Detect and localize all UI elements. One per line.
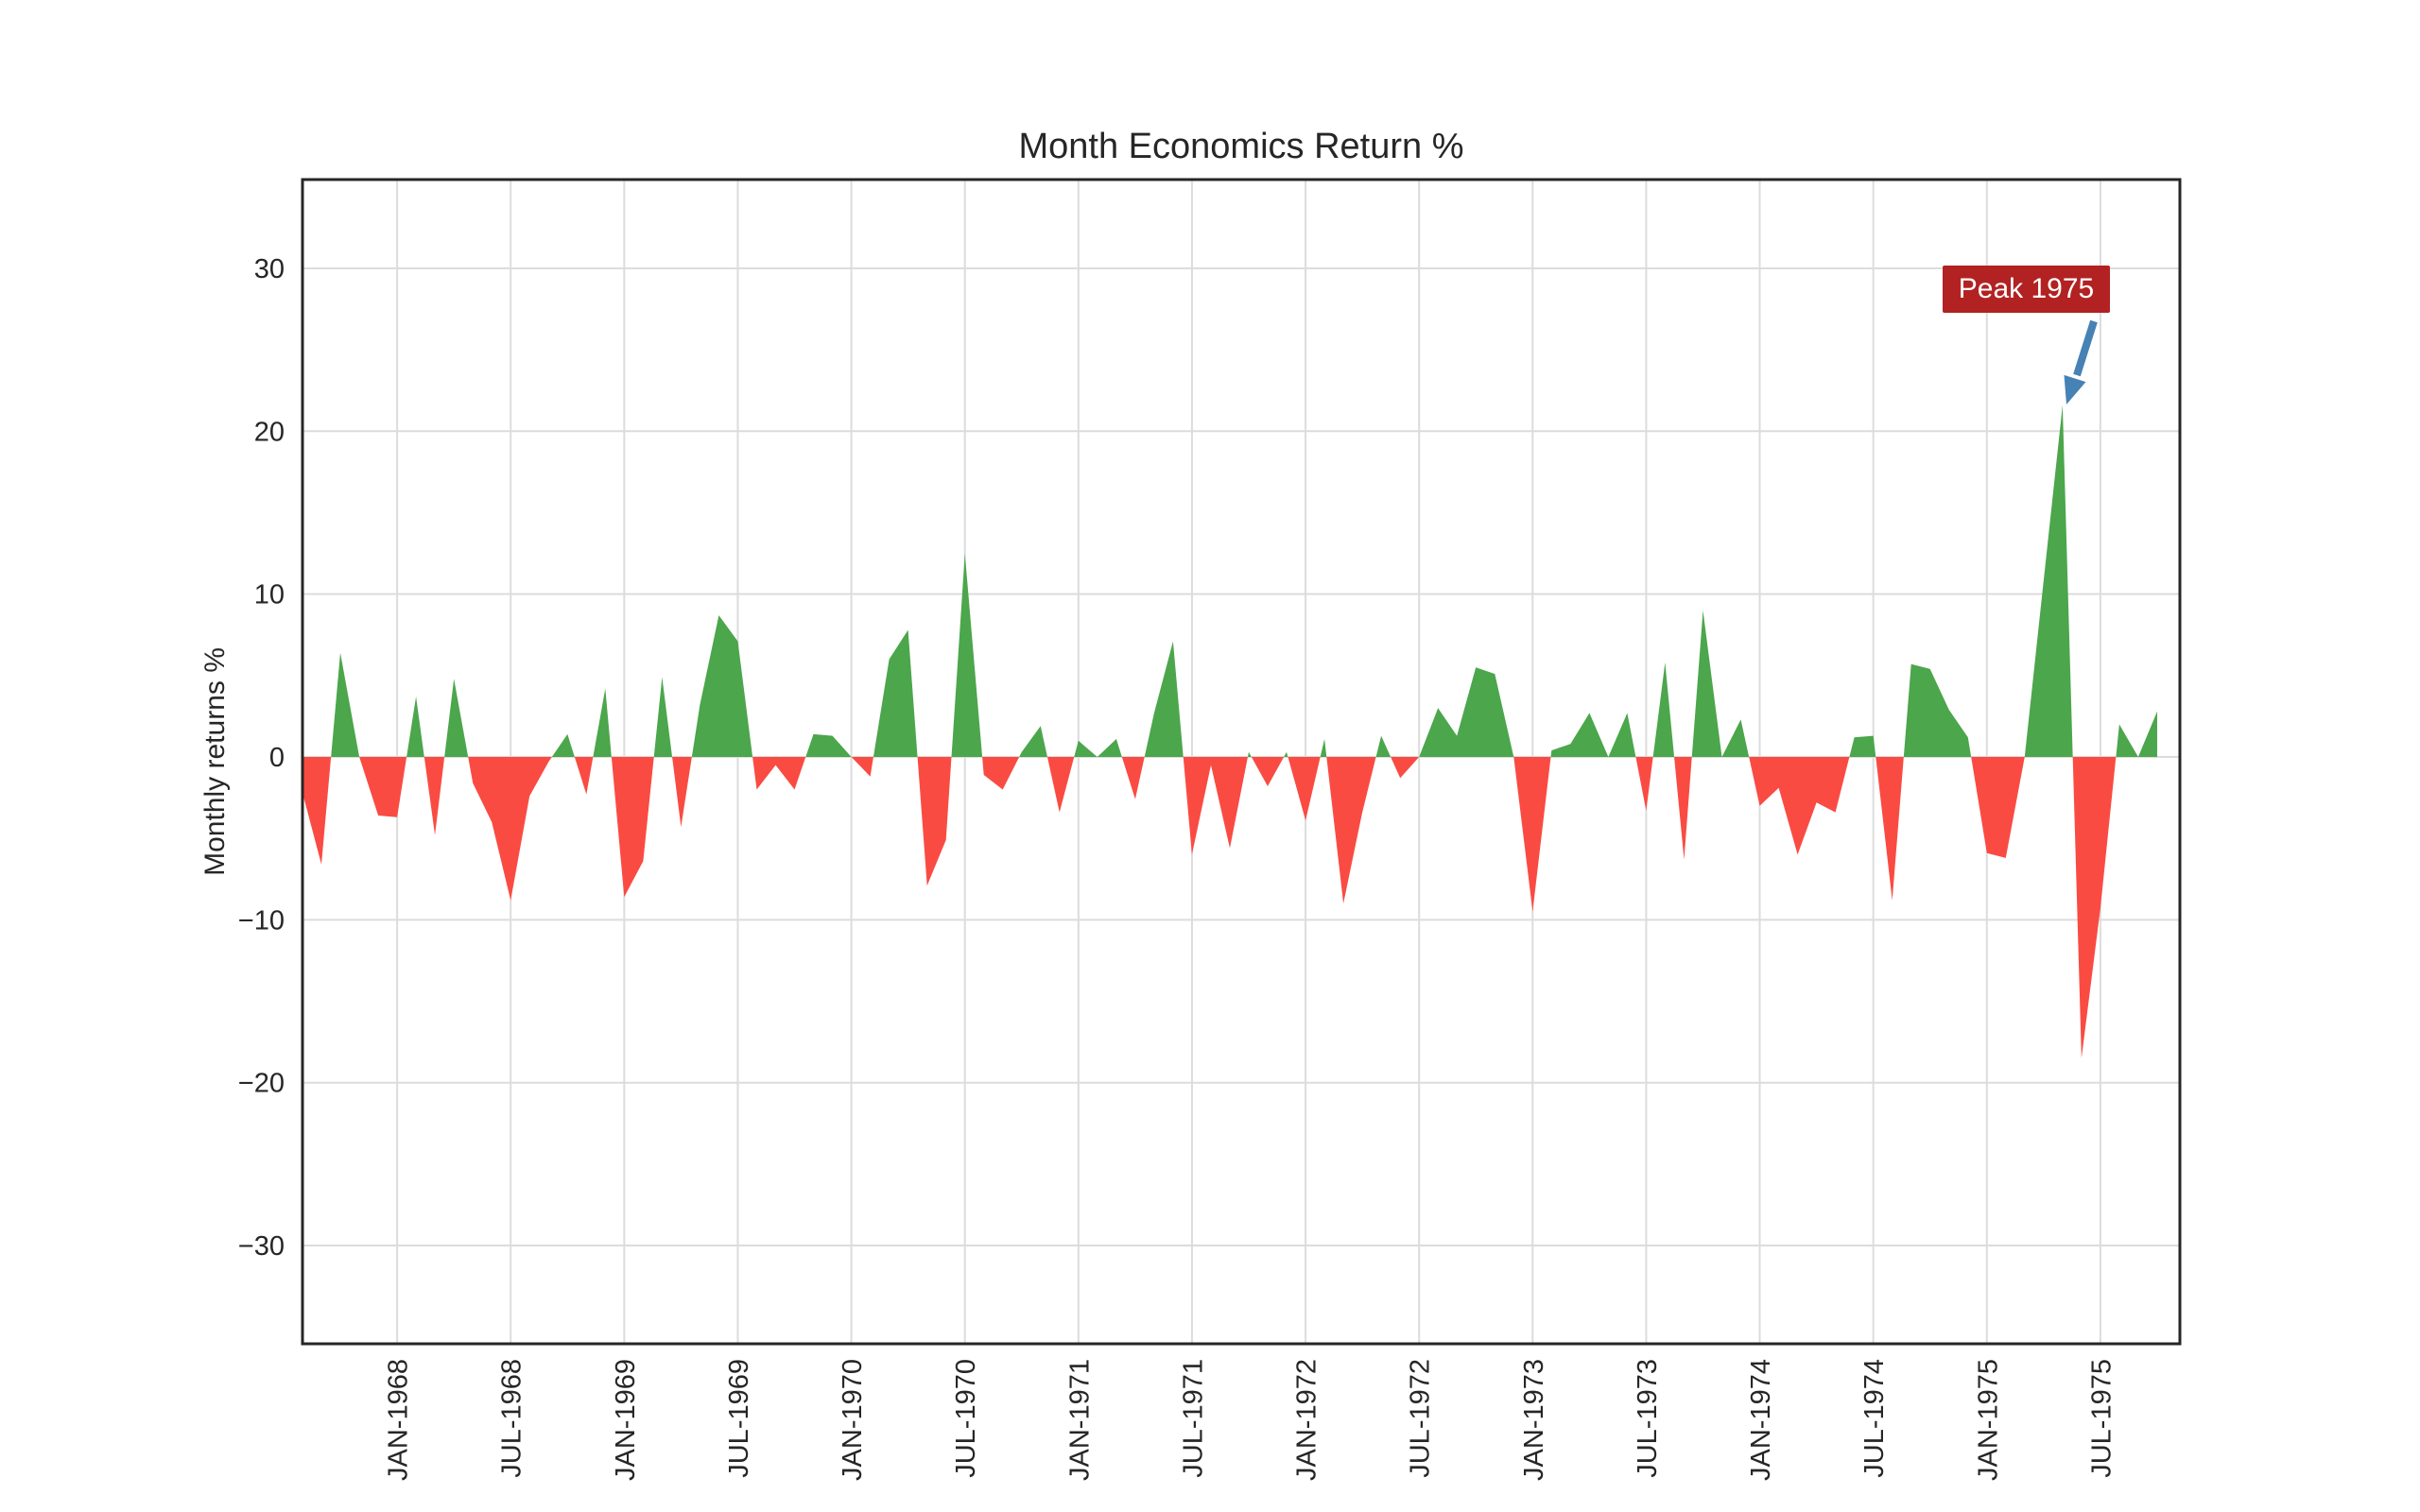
- x-tick-labels: JAN-1968 JUL-1968 JAN-1969 JUL-1969 JAN-1970…: [384, 1359, 2118, 1481]
- x-tick-label: JUL-1971: [1178, 1359, 1208, 1478]
- x-tick-label: JAN-1971: [1064, 1359, 1095, 1481]
- y-tick-label: 0: [269, 743, 285, 773]
- y-tick-label: −10: [238, 905, 285, 936]
- negative-returns-area: [302, 757, 2157, 1058]
- x-tick-label: JUL-1968: [497, 1359, 527, 1478]
- x-tick-label: JUL-1973: [1633, 1359, 1663, 1478]
- x-tick-label: JUL-1972: [1406, 1359, 1436, 1478]
- y-tick-labels: 30 20 10 0 −10 −20 −30: [238, 254, 285, 1262]
- y-tick-label: −30: [238, 1231, 285, 1262]
- x-tick-label: JAN-1973: [1519, 1359, 1549, 1481]
- x-tick-label: JUL-1975: [2086, 1359, 2117, 1478]
- x-tick-label: JAN-1969: [611, 1359, 641, 1481]
- annotation-arrow: [2064, 319, 2098, 404]
- y-tick-label: 30: [254, 254, 285, 284]
- peak-annotation: Peak 1975: [1943, 266, 2110, 313]
- x-tick-label: JUL-1970: [951, 1359, 981, 1478]
- arrow-shaft: [2073, 319, 2098, 377]
- x-tick-label: JAN-1968: [384, 1359, 414, 1481]
- x-tick-label: JAN-1972: [1292, 1359, 1322, 1481]
- y-tick-label: 20: [254, 417, 285, 447]
- x-tick-label: JUL-1974: [1859, 1359, 1890, 1478]
- y-tick-label: −20: [238, 1069, 285, 1099]
- plot-frame: [301, 178, 2182, 1346]
- positive-returns-area: [302, 404, 2157, 757]
- x-tick-label: JAN-1975: [1973, 1359, 2003, 1481]
- y-tick-label: 10: [254, 580, 285, 610]
- x-tick-label: JAN-1970: [838, 1359, 868, 1481]
- x-tick-label: JAN-1974: [1746, 1359, 1776, 1481]
- chart-title: Month Economics Return %: [1018, 127, 1464, 166]
- peak-annotation-label: Peak 1975: [1958, 273, 2095, 304]
- arrow-head: [2064, 374, 2086, 404]
- x-tick-label: JUL-1969: [724, 1359, 754, 1478]
